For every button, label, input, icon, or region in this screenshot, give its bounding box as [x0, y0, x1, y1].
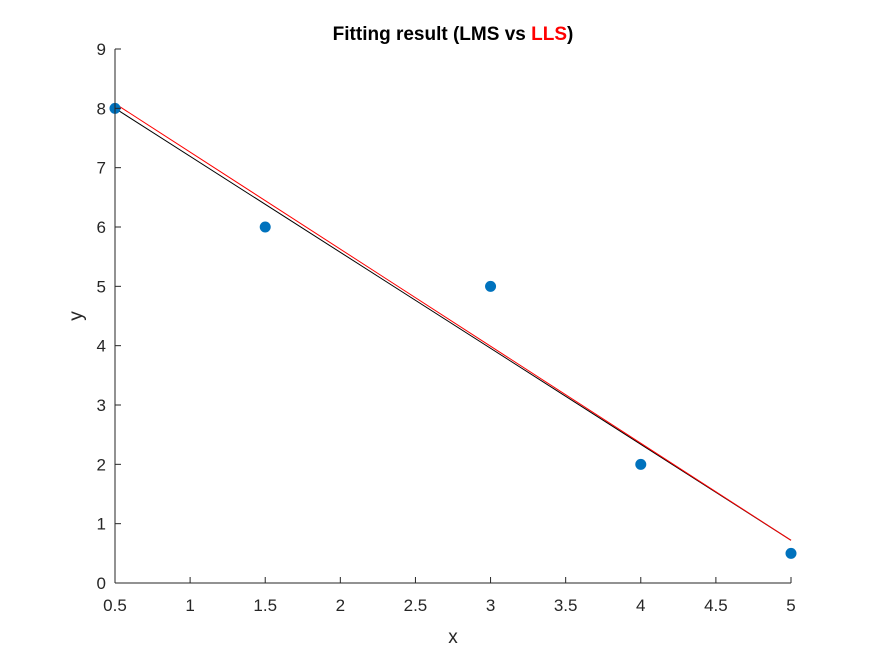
data-point [485, 280, 497, 292]
data-point [785, 547, 797, 559]
axes [114, 49, 791, 584]
y-tick-label: 0 [97, 574, 106, 593]
y-tick-label: 9 [97, 40, 106, 59]
data-point [259, 221, 271, 233]
y-tick-label: 4 [97, 337, 106, 356]
x-tick-label: 4.5 [704, 596, 728, 615]
x-tick-label: 5 [786, 596, 795, 615]
x-ticks: 0.5 1 1.5 2 2.5 3 3.5 4 4.5 5 [103, 577, 796, 615]
data-points [109, 102, 797, 559]
y-tick-label: 8 [97, 99, 106, 118]
x-tick-label: 3 [486, 596, 495, 615]
x-tick-label: 4 [636, 596, 645, 615]
x-tick-label: 2.5 [404, 596, 428, 615]
y-axis-label: y [66, 311, 87, 321]
x-tick-label: 1 [185, 596, 194, 615]
y-ticks: 0 1 2 3 4 5 6 7 8 9 [97, 40, 121, 593]
chart-title: Fitting result (LMS vs LLS) [333, 24, 574, 45]
x-axis-label: x [448, 627, 458, 648]
lms-fit-line [114, 107, 792, 541]
y-tick-label: 5 [97, 277, 106, 296]
y-tick-label: 6 [97, 218, 106, 237]
x-tick-label: 2 [336, 596, 345, 615]
x-tick-label: 3.5 [554, 596, 578, 615]
lls-fit-line [114, 103, 792, 541]
x-tick-label: 1.5 [253, 596, 277, 615]
y-tick-label: 1 [97, 515, 106, 534]
title-suffix: ) [567, 24, 573, 45]
x-tick-label: 0.5 [103, 596, 127, 615]
y-tick-label: 7 [97, 159, 106, 178]
title-highlight: LLS [531, 24, 567, 45]
title-prefix: Fitting result (LMS vs [333, 24, 531, 45]
y-tick-label: 3 [97, 396, 106, 415]
data-point [635, 458, 647, 470]
fit-lines [114, 103, 792, 541]
y-tick-label: 2 [97, 455, 106, 474]
